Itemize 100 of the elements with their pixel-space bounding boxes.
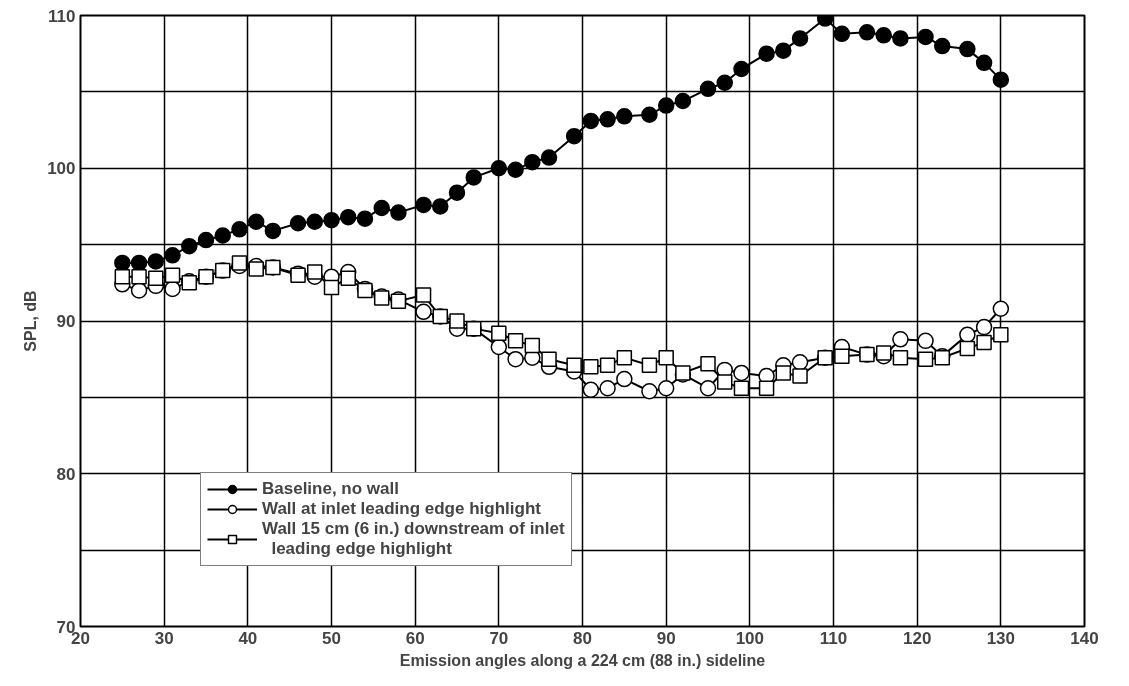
x-tick-label: 40 bbox=[238, 628, 258, 648]
point bbox=[616, 370, 633, 388]
point bbox=[716, 74, 733, 91]
point bbox=[524, 337, 541, 354]
point bbox=[599, 357, 616, 374]
point bbox=[323, 211, 340, 229]
point bbox=[892, 349, 909, 366]
point bbox=[264, 222, 282, 240]
point bbox=[214, 227, 231, 244]
point bbox=[432, 308, 449, 325]
point bbox=[131, 268, 147, 285]
point bbox=[733, 60, 750, 78]
point bbox=[733, 364, 750, 382]
point bbox=[164, 247, 181, 264]
point bbox=[716, 374, 733, 390]
point bbox=[198, 268, 214, 285]
point bbox=[231, 255, 248, 271]
point bbox=[859, 346, 875, 363]
point bbox=[834, 348, 850, 364]
point bbox=[875, 27, 892, 44]
point bbox=[959, 340, 976, 357]
point bbox=[875, 345, 892, 361]
point bbox=[540, 149, 558, 166]
point bbox=[415, 303, 432, 321]
point bbox=[791, 30, 809, 47]
point bbox=[507, 161, 524, 179]
point bbox=[791, 354, 809, 371]
point bbox=[775, 42, 792, 59]
point bbox=[449, 313, 465, 329]
point bbox=[130, 282, 148, 299]
point bbox=[992, 71, 1010, 88]
x-tick-label: 60 bbox=[405, 628, 425, 648]
x-tick-label: 50 bbox=[322, 628, 341, 648]
point bbox=[114, 268, 131, 285]
x-tick-label: 130 bbox=[986, 628, 1016, 648]
point bbox=[265, 259, 281, 276]
point bbox=[657, 97, 675, 114]
point bbox=[599, 379, 616, 397]
y-tick-label: 90 bbox=[56, 312, 76, 331]
point bbox=[507, 350, 524, 368]
x-axis-title: Emission angles along a 224 cm (88 in.) sideline bbox=[399, 651, 766, 669]
point bbox=[356, 210, 374, 227]
point bbox=[817, 349, 833, 366]
point bbox=[674, 92, 692, 110]
point bbox=[465, 320, 482, 337]
point bbox=[197, 231, 215, 249]
point bbox=[582, 381, 600, 398]
point bbox=[658, 349, 674, 366]
point bbox=[448, 184, 466, 201]
point bbox=[758, 45, 775, 62]
point bbox=[657, 379, 675, 397]
point bbox=[641, 106, 658, 124]
point bbox=[758, 380, 775, 396]
point bbox=[917, 351, 934, 367]
point bbox=[340, 270, 356, 286]
point bbox=[565, 127, 583, 145]
point bbox=[490, 160, 508, 177]
point bbox=[307, 264, 323, 280]
point bbox=[775, 365, 792, 381]
point bbox=[541, 351, 557, 367]
point bbox=[641, 383, 658, 400]
y-axis-title: SPL, dB bbox=[22, 290, 40, 352]
point bbox=[975, 318, 993, 336]
point bbox=[339, 208, 357, 226]
x-tick-label: 110 bbox=[819, 628, 848, 648]
point bbox=[583, 359, 599, 375]
legend-label: Baseline, no wall bbox=[262, 479, 399, 499]
point bbox=[491, 325, 507, 341]
point bbox=[700, 356, 716, 372]
point bbox=[432, 198, 449, 215]
point bbox=[992, 300, 1010, 318]
y-tick-label: 80 bbox=[56, 464, 76, 484]
point bbox=[892, 331, 909, 348]
point bbox=[616, 349, 633, 366]
point bbox=[892, 30, 909, 47]
point bbox=[976, 334, 992, 351]
point bbox=[858, 24, 876, 41]
point bbox=[323, 279, 340, 296]
point bbox=[164, 267, 181, 283]
x-tick-label: 120 bbox=[902, 628, 932, 648]
point bbox=[306, 213, 324, 230]
y-tick-label: 110 bbox=[48, 6, 76, 26]
point bbox=[959, 40, 976, 58]
point bbox=[975, 54, 993, 72]
point bbox=[415, 287, 432, 303]
point bbox=[524, 153, 541, 171]
x-tick-label: 30 bbox=[154, 628, 174, 648]
x-tick-label: 90 bbox=[656, 628, 676, 648]
point bbox=[247, 213, 265, 230]
point bbox=[599, 111, 616, 128]
point bbox=[181, 237, 198, 255]
point bbox=[699, 80, 717, 98]
point bbox=[582, 112, 600, 130]
point bbox=[248, 261, 264, 277]
x-tick-label: 70 bbox=[489, 628, 509, 648]
point bbox=[917, 28, 934, 46]
point bbox=[699, 379, 717, 397]
point bbox=[993, 327, 1009, 343]
point bbox=[792, 368, 808, 384]
point bbox=[616, 108, 633, 125]
